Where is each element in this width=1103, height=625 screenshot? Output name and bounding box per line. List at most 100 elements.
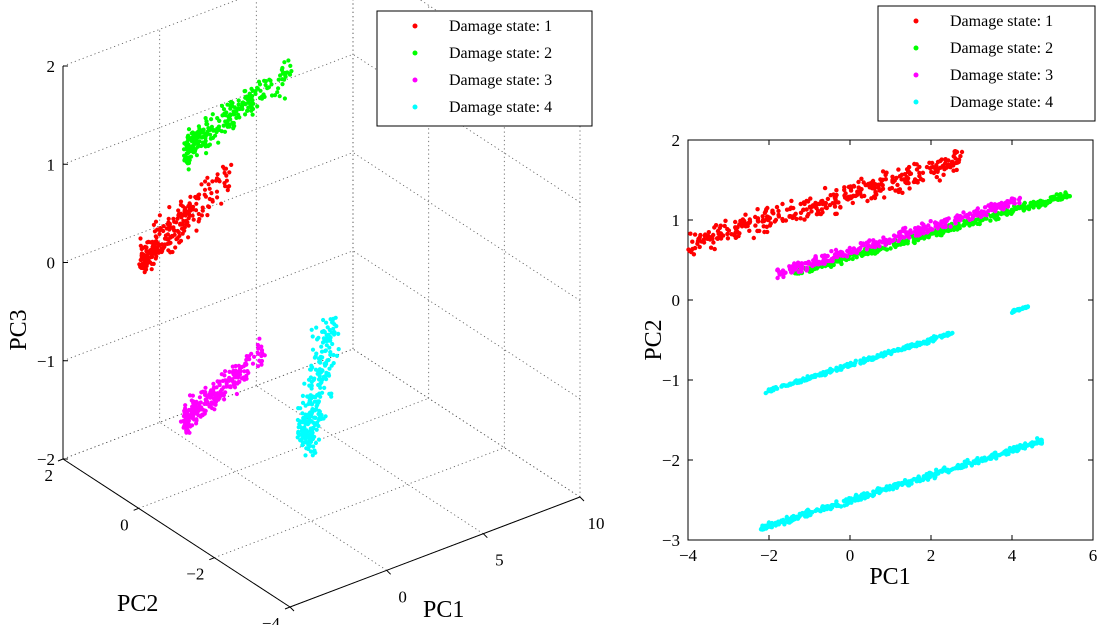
point (811, 261, 817, 266)
point (308, 449, 313, 454)
point (1019, 444, 1024, 449)
point (859, 253, 865, 258)
point (165, 232, 170, 237)
pc1-tick (482, 533, 488, 539)
point (1009, 207, 1015, 212)
point (279, 67, 285, 72)
point (779, 518, 784, 524)
point (167, 205, 172, 210)
point (803, 514, 808, 519)
point (203, 179, 208, 184)
point (205, 122, 210, 127)
point (173, 245, 178, 250)
point (236, 102, 241, 107)
point (191, 403, 196, 408)
point (223, 378, 229, 384)
point (776, 214, 782, 219)
point (191, 133, 196, 138)
point (143, 259, 148, 264)
point (882, 195, 887, 200)
point (145, 252, 151, 257)
point (973, 217, 979, 223)
x-tick-label-2d: 2 (927, 546, 936, 565)
point (895, 182, 900, 188)
point (217, 118, 222, 123)
point (183, 419, 188, 424)
pc2-tick-label: −4 (262, 614, 281, 625)
point (781, 274, 786, 280)
point (255, 350, 260, 355)
point (259, 348, 265, 353)
point (834, 368, 839, 373)
point (865, 244, 870, 249)
point (965, 460, 971, 465)
point (992, 202, 997, 207)
point (236, 98, 241, 103)
y-tick-label-2d: −1 (662, 371, 680, 390)
point (866, 356, 871, 362)
point (944, 218, 949, 224)
point (905, 238, 910, 244)
point (725, 236, 731, 241)
point (751, 235, 756, 241)
point (784, 207, 790, 212)
pc2-axis-label-2d: PC2 (641, 319, 667, 360)
point (846, 194, 851, 200)
point (222, 397, 227, 402)
point (237, 379, 242, 384)
point (141, 254, 146, 259)
pc1-axis-label-3d: PC1 (423, 597, 464, 623)
point (318, 394, 323, 399)
point (296, 425, 301, 430)
point (191, 204, 196, 209)
point (901, 235, 907, 240)
point (224, 173, 229, 178)
point (234, 391, 239, 397)
point (168, 240, 173, 245)
point (986, 208, 991, 214)
point (996, 216, 1001, 221)
legend-marker (913, 72, 919, 78)
point (1012, 307, 1017, 313)
x-tick-label-2d: −4 (679, 546, 698, 565)
point (304, 431, 309, 437)
point (336, 347, 341, 352)
point (183, 403, 188, 408)
point (798, 216, 803, 221)
pc2-tick-label: 0 (120, 515, 129, 534)
point (787, 264, 792, 269)
point (890, 174, 895, 179)
point (280, 77, 285, 82)
point (306, 377, 312, 382)
point (191, 217, 196, 222)
point (813, 254, 818, 259)
point (1034, 441, 1040, 446)
point (233, 375, 239, 380)
point (230, 364, 235, 369)
point (917, 170, 922, 176)
point (809, 268, 815, 274)
pc1-tick (386, 569, 392, 575)
point (327, 366, 332, 371)
point (939, 219, 944, 224)
point (774, 204, 780, 210)
point (324, 320, 329, 325)
point (194, 228, 199, 233)
pc1-axis-line (289, 496, 581, 608)
y-tick-label-2d: 0 (672, 291, 681, 310)
point (240, 100, 245, 105)
point (838, 365, 843, 370)
point (776, 519, 781, 524)
point (803, 261, 808, 266)
point (295, 435, 300, 440)
point (262, 353, 267, 358)
point (216, 140, 221, 145)
point (247, 357, 252, 362)
point (217, 179, 222, 184)
point (316, 437, 322, 442)
grid-line (352, 348, 581, 498)
point (227, 369, 232, 374)
point (187, 430, 192, 435)
point (167, 227, 172, 232)
point (887, 487, 892, 492)
